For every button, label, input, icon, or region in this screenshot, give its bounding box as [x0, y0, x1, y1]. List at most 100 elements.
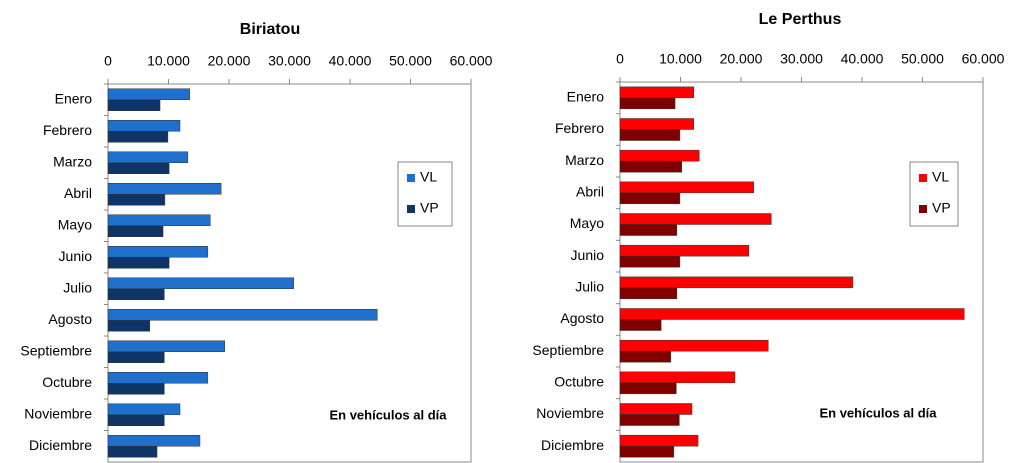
bar — [107, 446, 158, 458]
y-tick-label: Julio — [63, 279, 92, 295]
y-tick-label: Enero — [55, 90, 93, 106]
y-tick-label: Marzo — [53, 153, 92, 169]
bar — [107, 351, 165, 363]
bar — [107, 383, 165, 395]
bar — [619, 382, 677, 395]
x-tick-label: 30.000 — [268, 53, 311, 69]
y-tick-label: Marzo — [565, 152, 604, 168]
bar — [619, 118, 695, 130]
bar — [107, 99, 161, 111]
bar — [619, 129, 681, 141]
bar — [619, 255, 681, 268]
bar — [619, 276, 854, 289]
legend-label: VL — [420, 169, 437, 185]
y-tick-label: Mayo — [58, 216, 92, 232]
legend-box — [397, 161, 453, 227]
y-tick-label: Abril — [576, 184, 604, 200]
y-tick-label: Agosto — [560, 310, 604, 326]
bar — [619, 308, 965, 320]
bar — [619, 319, 662, 331]
bar — [107, 131, 169, 143]
x-tick-label: 40.000 — [329, 53, 372, 69]
legend-label: VP — [932, 200, 951, 216]
bar — [107, 214, 211, 226]
y-tick-label: Septiembre — [20, 342, 92, 358]
y-tick-label: Septiembre — [532, 342, 604, 358]
bar — [107, 162, 170, 174]
bar — [107, 340, 226, 352]
bar — [107, 151, 189, 163]
y-tick-label: Junio — [571, 247, 605, 263]
bar — [107, 435, 201, 447]
x-tick-label: 30.000 — [780, 51, 823, 67]
bar — [107, 414, 165, 426]
x-tick-label: 0 — [104, 53, 112, 69]
y-tick-label: Mayo — [570, 215, 604, 231]
annotation: En vehículos al día — [819, 405, 937, 420]
bar — [619, 339, 769, 352]
bar — [107, 225, 164, 237]
bar — [619, 434, 699, 447]
bar — [107, 194, 166, 206]
legend-swatch — [407, 174, 415, 182]
x-tick-label: 50.000 — [901, 51, 944, 67]
legend-swatch — [407, 205, 415, 213]
bar — [619, 445, 675, 458]
y-tick-label: Enero — [567, 89, 605, 105]
bar — [619, 414, 680, 426]
bar — [619, 149, 700, 162]
y-tick-label: Abril — [64, 185, 92, 201]
bar — [107, 403, 181, 415]
bar — [107, 320, 150, 332]
bar — [619, 181, 754, 194]
x-tick-label: 20.000 — [208, 53, 251, 69]
bar — [619, 403, 693, 415]
bar — [107, 88, 190, 100]
y-tick-label: Febrero — [43, 122, 92, 138]
y-tick-label: Febrero — [555, 120, 604, 136]
bar — [107, 246, 209, 258]
chart-title: Le Perthus — [759, 11, 842, 28]
x-tick-label: 10.000 — [659, 51, 702, 67]
bar — [619, 160, 682, 173]
y-tick-label: Julio — [575, 279, 604, 295]
annotation: En vehículos al día — [329, 407, 447, 422]
bar — [107, 372, 209, 384]
x-tick-label: 50.000 — [389, 53, 432, 69]
y-tick-label: Agosto — [48, 311, 92, 327]
y-tick-label: Diciembre — [29, 437, 92, 453]
bar — [107, 257, 170, 269]
bar — [619, 213, 772, 225]
x-tick-label: 20.000 — [720, 51, 763, 67]
bar — [619, 97, 676, 110]
chart-title: Biriatou — [240, 21, 300, 38]
bar — [619, 287, 678, 300]
bar — [107, 277, 294, 289]
bar — [619, 350, 672, 363]
x-tick-label: 0 — [616, 51, 624, 67]
legend-label: VP — [420, 200, 439, 216]
y-tick-label: Noviembre — [536, 405, 604, 421]
bar — [619, 244, 750, 257]
y-tick-label: Junio — [59, 248, 93, 264]
bar — [619, 86, 695, 99]
legend-box — [909, 161, 959, 227]
bar — [107, 120, 181, 132]
bar — [107, 309, 378, 321]
legend-swatch — [919, 205, 927, 213]
x-tick-label: 60.000 — [962, 51, 1005, 67]
bar — [619, 192, 681, 205]
x-tick-label: 10.000 — [147, 53, 190, 69]
x-tick-label: 40.000 — [841, 51, 884, 67]
y-tick-label: Octubre — [42, 374, 92, 390]
bar — [107, 288, 165, 300]
legend-swatch — [919, 174, 927, 182]
y-tick-label: Diciembre — [541, 437, 604, 453]
bar — [619, 224, 678, 236]
y-tick-label: Octubre — [554, 374, 604, 390]
legend-label: VL — [932, 169, 949, 185]
bar — [619, 371, 736, 384]
y-tick-label: Noviembre — [24, 405, 92, 421]
bar — [107, 183, 222, 195]
